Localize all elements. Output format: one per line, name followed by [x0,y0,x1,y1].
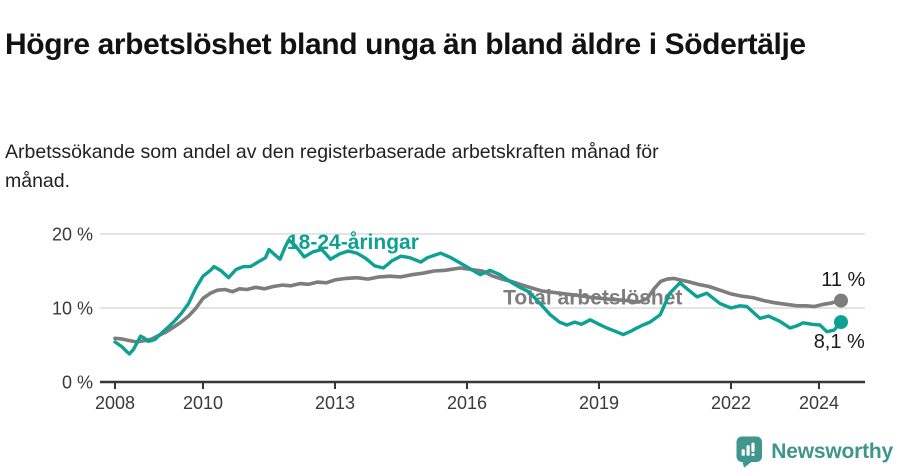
series-label-total: Total arbetslöshet [503,287,682,310]
x-axis-label: 2019 [579,393,619,413]
series-end-dot-total [834,293,848,308]
y-axis-label: 0 % [62,373,93,393]
page-subtitle: Arbetssökande som andel av den registerb… [5,140,659,192]
newsworthy-logo-icon [736,436,763,468]
newsworthy-logo: Newsworthy [736,436,893,468]
x-axis-label: 2022 [711,393,751,413]
x-axis-label: 2016 [447,393,487,413]
series-end-value-total: 11 % [821,269,865,291]
y-axis-label: 10 % [52,299,93,319]
x-axis-label: 2024 [799,393,839,413]
x-axis-label: 2010 [183,393,223,413]
series-end-dot-youth [834,315,848,330]
series-end-value-youth: 8,1 % [814,331,865,353]
x-axis-label: 2013 [315,393,355,413]
series-line-youth [113,238,843,356]
series-label-youth: 18-24-åringar [287,231,419,254]
unemployment-line-chart: 0 % 10 % 20 % 2008 2010 2013 2016 2019 2022 2024 T… [52,225,866,414]
x-axis-label: 2008 [95,393,135,413]
y-axis-label: 20 % [52,225,93,245]
newsworthy-brand-name: Newsworthy [771,440,893,463]
series-line-total [113,266,843,344]
page-title: Högre arbetslöshet bland unga än bland ä… [5,28,806,62]
